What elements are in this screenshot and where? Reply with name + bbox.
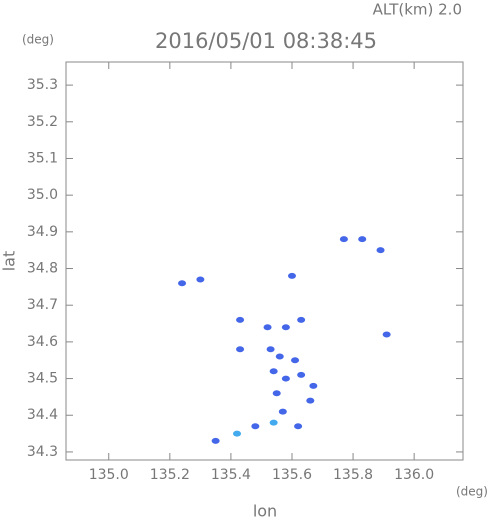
y-tick-label: 35.2 (27, 114, 58, 130)
x-tick-label: 135.8 (333, 467, 373, 483)
echo-cell (272, 390, 281, 397)
y-tick-label: 35.1 (27, 150, 58, 166)
echo-cell (269, 419, 278, 426)
echo-cell (281, 324, 290, 331)
y-tick-label: 35.3 (27, 77, 58, 93)
chart-title: 2016/05/01 08:38:45 (155, 29, 377, 53)
y-tick-label: 34.4 (27, 407, 58, 423)
y-tick-label: 34.8 (27, 261, 58, 277)
echo-cell (297, 316, 306, 323)
x-tick-label: 135.0 (89, 467, 129, 483)
echo-cell (297, 371, 306, 378)
echo-cell (236, 346, 245, 353)
y-tick-label: 35.0 (27, 187, 58, 203)
echo-cell (269, 368, 278, 375)
echo-cell (291, 357, 300, 364)
echo-cell (294, 423, 303, 430)
echo-cell (287, 272, 296, 279)
plot-frame (65, 61, 464, 461)
echo-cell (339, 236, 348, 243)
echo-cell (309, 382, 318, 389)
echo-cell (251, 423, 260, 430)
y-tick-label: 34.5 (27, 371, 58, 387)
y-unit: (deg) (22, 33, 54, 47)
y-tick-label: 34.6 (27, 334, 58, 350)
echo-cell (233, 430, 242, 437)
x-tick-label: 135.6 (272, 467, 312, 483)
echo-cell (275, 353, 284, 360)
x-unit: (deg) (456, 485, 488, 499)
echo-cell (306, 397, 315, 404)
x-axis-label: lon (253, 502, 277, 521)
x-tick-label: 135.2 (150, 467, 190, 483)
echo-cell (382, 331, 391, 338)
echo-cell (263, 324, 272, 331)
echo-cell (358, 236, 367, 243)
echo-cell (178, 280, 187, 287)
y-tick-label: 34.7 (27, 297, 58, 313)
echo-cell (196, 276, 205, 283)
y-axis-label: lat (0, 251, 19, 272)
x-tick-label: 135.4 (211, 467, 251, 483)
echo-cell (376, 247, 385, 254)
x-tick-label: 136.0 (394, 467, 434, 483)
echo-cell (236, 316, 245, 323)
echo-cell (211, 437, 220, 444)
chart-subtitle: ALT(km) 2.0 (373, 1, 462, 19)
echo-cell (278, 408, 287, 415)
echo-cell (281, 375, 290, 382)
y-tick-label: 34.9 (27, 224, 58, 240)
y-tick-label: 34.3 (27, 444, 58, 460)
echo-cell (266, 346, 275, 353)
